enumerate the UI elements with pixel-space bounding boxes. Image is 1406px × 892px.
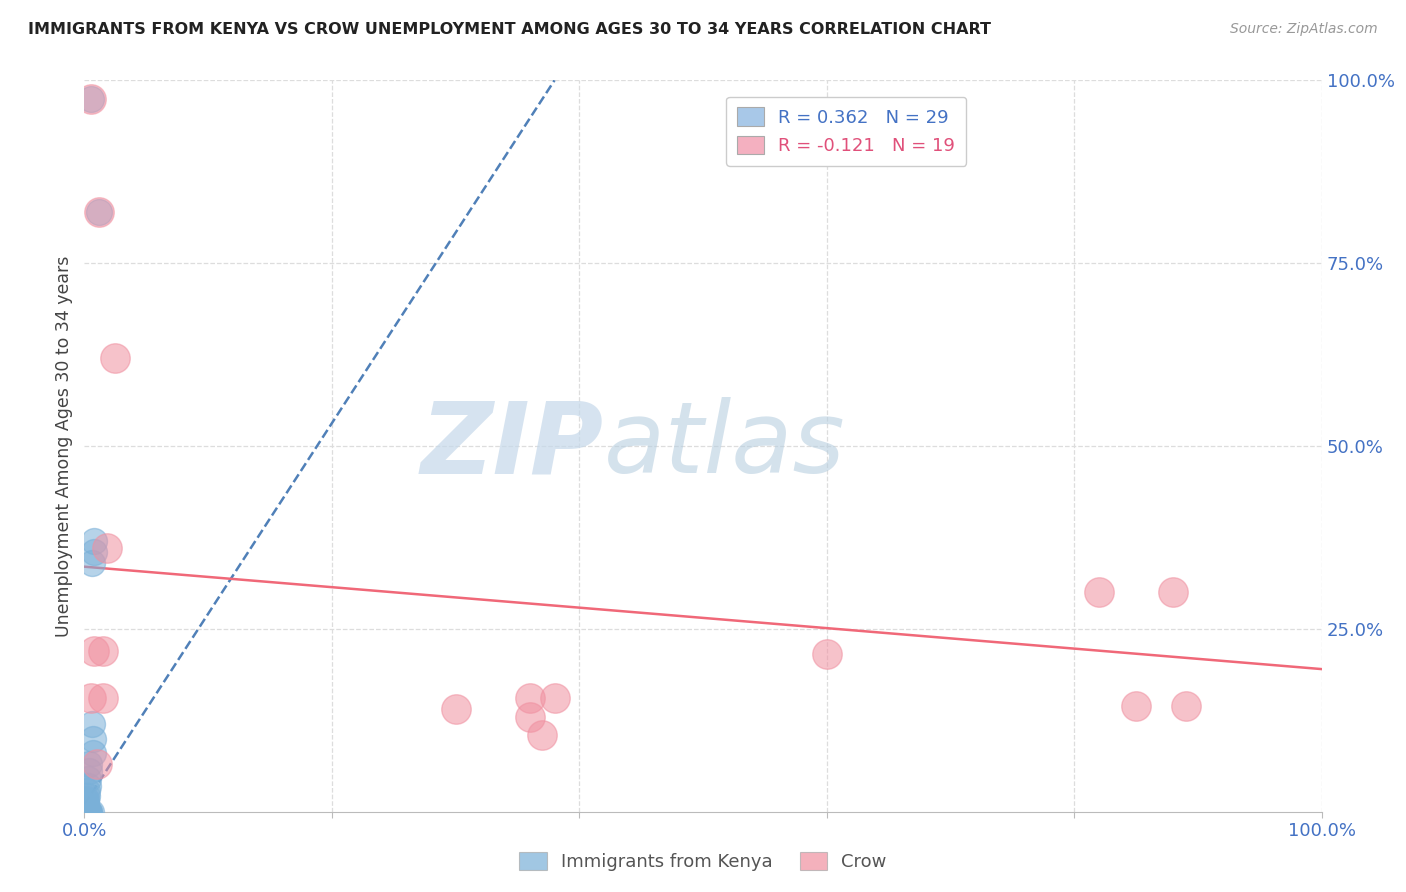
Point xyxy=(91,644,114,658)
Point xyxy=(815,648,838,662)
Point xyxy=(75,797,97,812)
Point xyxy=(79,805,101,819)
Point xyxy=(1174,698,1197,713)
Point xyxy=(76,805,98,819)
Point xyxy=(79,92,101,106)
Legend: Immigrants from Kenya, Crow: Immigrants from Kenya, Crow xyxy=(512,845,894,879)
Text: ZIP: ZIP xyxy=(420,398,605,494)
Point xyxy=(73,803,96,817)
Point xyxy=(77,805,100,819)
Point xyxy=(79,805,101,819)
Point xyxy=(77,805,100,819)
Point xyxy=(83,534,105,549)
Text: atlas: atlas xyxy=(605,398,845,494)
Point xyxy=(96,541,118,556)
Point xyxy=(76,789,98,803)
Point xyxy=(73,803,96,817)
Point xyxy=(519,709,541,723)
Point xyxy=(89,205,111,219)
Point xyxy=(82,746,104,760)
Point xyxy=(83,644,105,658)
Point xyxy=(80,556,103,570)
Point xyxy=(77,779,100,793)
Point xyxy=(79,764,101,779)
Point xyxy=(79,92,101,106)
Point xyxy=(75,800,97,814)
Point xyxy=(83,545,105,559)
Point xyxy=(444,702,467,716)
Point xyxy=(75,791,97,805)
Point xyxy=(91,691,114,706)
Text: IMMIGRANTS FROM KENYA VS CROW UNEMPLOYMENT AMONG AGES 30 TO 34 YEARS CORRELATION: IMMIGRANTS FROM KENYA VS CROW UNEMPLOYME… xyxy=(28,22,991,37)
Point xyxy=(82,731,104,746)
Point xyxy=(77,804,100,818)
Point xyxy=(543,691,565,706)
Point xyxy=(73,802,96,816)
Point xyxy=(79,757,101,772)
Point xyxy=(89,205,111,219)
Point xyxy=(1161,585,1184,599)
Point xyxy=(75,798,97,813)
Text: Source: ZipAtlas.com: Source: ZipAtlas.com xyxy=(1230,22,1378,37)
Point xyxy=(80,717,103,731)
Legend: R = 0.362   N = 29, R = -0.121   N = 19: R = 0.362 N = 29, R = -0.121 N = 19 xyxy=(725,96,966,166)
Point xyxy=(1125,698,1147,713)
Point xyxy=(75,795,97,809)
Y-axis label: Unemployment Among Ages 30 to 34 years: Unemployment Among Ages 30 to 34 years xyxy=(55,255,73,637)
Point xyxy=(76,784,98,798)
Point xyxy=(1088,585,1111,599)
Point xyxy=(531,728,554,742)
Point xyxy=(104,351,127,366)
Point xyxy=(79,691,101,706)
Point xyxy=(75,801,97,815)
Point xyxy=(519,691,541,706)
Point xyxy=(77,772,100,786)
Point xyxy=(86,757,108,772)
